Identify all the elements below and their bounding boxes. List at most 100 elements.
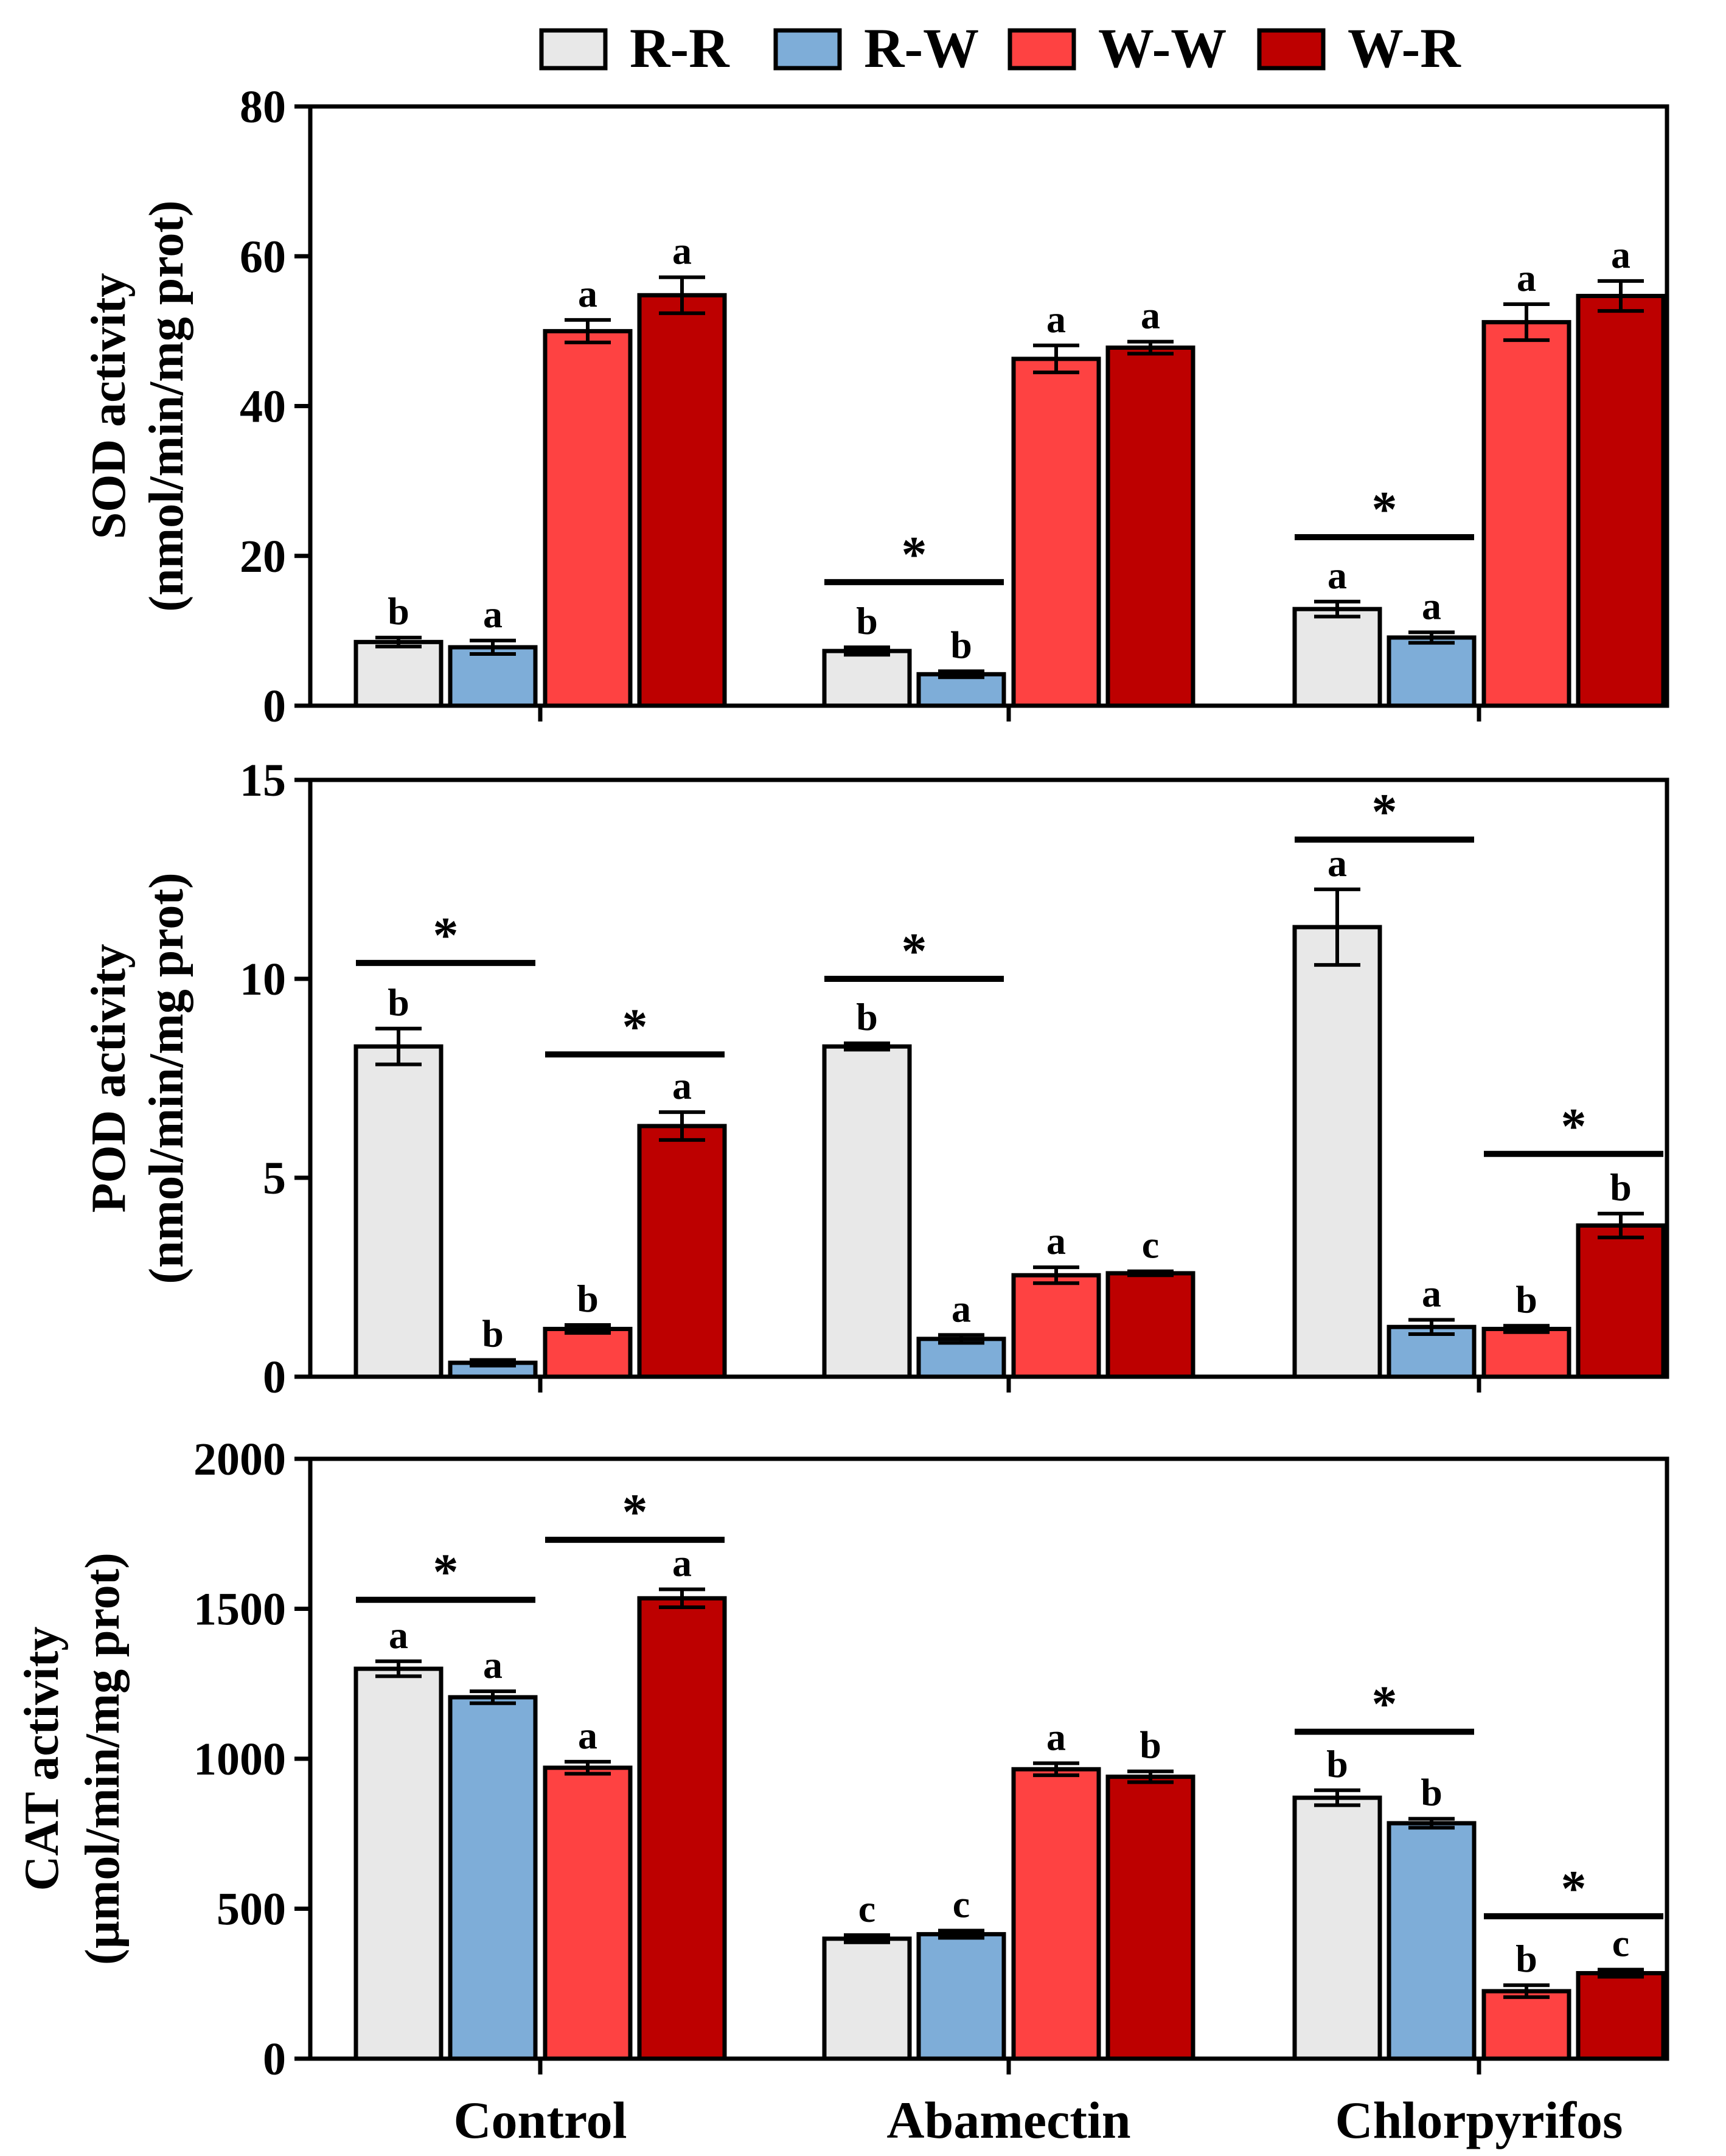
- bar-w-w-abamectin: [1011, 1767, 1101, 2061]
- significance-letter: b: [482, 1312, 504, 1355]
- bar-w-r-chlorpyrifos: [1576, 1223, 1666, 1379]
- significance-letter: a: [483, 593, 503, 636]
- bar-r-w-chlorpyrifos: [1387, 1821, 1477, 2061]
- significance-letter: a: [1046, 297, 1066, 341]
- significance-letter: c: [1142, 1223, 1159, 1267]
- bar-w-r-control: [637, 293, 727, 708]
- significance-letter: b: [388, 981, 409, 1024]
- significance-letter: a: [578, 1714, 597, 1757]
- bar-w-w-control: [543, 329, 633, 708]
- x-category-label: Control: [453, 2091, 627, 2149]
- significance-letter: b: [1515, 1937, 1537, 1980]
- bar-w-w-abamectin: [1011, 1273, 1101, 1379]
- significance-letter: a: [1611, 233, 1630, 276]
- y-tick-label: 15: [240, 755, 286, 806]
- bar-w-r-abamectin: [1105, 1775, 1195, 2061]
- significance-letter: a: [1517, 256, 1536, 299]
- y-axis-title: SOD activity: [82, 273, 136, 540]
- significance-letter: a: [1422, 1271, 1441, 1315]
- y-tick-label: 1000: [193, 1734, 286, 1785]
- bar-r-r-chlorpyrifos: [1292, 1795, 1382, 2061]
- bar-w-w-control: [543, 1765, 633, 2061]
- significance-letter: a: [1328, 841, 1347, 885]
- legend-label-r-r: R-R: [630, 17, 730, 79]
- significance-letter: b: [856, 995, 878, 1038]
- legend-swatch-w-r: [1257, 28, 1326, 71]
- bar-w-r-abamectin: [1105, 345, 1195, 708]
- y-axis-title: POD activity: [82, 944, 136, 1212]
- significance-star: *: [902, 526, 927, 583]
- significance-star: *: [1372, 784, 1397, 840]
- significance-letter: b: [1421, 1771, 1442, 1814]
- bar-r-r-control: [353, 1666, 444, 2061]
- bar-r-r-chlorpyrifos: [1292, 925, 1382, 1379]
- y-tick-label: 80: [240, 82, 286, 133]
- y-tick-label: 1500: [193, 1584, 286, 1635]
- significance-letter: b: [1515, 1278, 1537, 1321]
- significance-letter: a: [1046, 1715, 1066, 1758]
- significance-letter: a: [672, 1541, 692, 1584]
- legend-swatch-r-w: [773, 28, 842, 71]
- bar-r-r-control: [353, 1044, 444, 1379]
- bar-w-r-chlorpyrifos: [1576, 1970, 1666, 2061]
- significance-letter: a: [952, 1287, 971, 1330]
- y-tick-label: 0: [263, 2034, 286, 2085]
- significance-letter: b: [1610, 1166, 1632, 1209]
- legend-label-w-r: W-R: [1348, 17, 1461, 79]
- significance-star: *: [1561, 1098, 1587, 1155]
- significance-letter: c: [858, 1887, 875, 1930]
- bar-r-r-chlorpyrifos: [1292, 607, 1382, 708]
- significance-letter: a: [483, 1643, 503, 1686]
- x-category-label: Chlorpyrifos: [1335, 2091, 1623, 2149]
- significance-letter: a: [672, 1064, 692, 1107]
- significance-star: *: [622, 1484, 648, 1540]
- significance-letter: c: [1612, 1922, 1629, 1965]
- y-axis-title: CAT activity: [15, 1627, 69, 1891]
- bar-w-w-control: [543, 1327, 633, 1379]
- y-tick-label: 40: [240, 381, 286, 433]
- bar-w-r-control: [637, 1124, 727, 1379]
- y-tick-label: 10: [240, 954, 286, 1005]
- legend-swatch-r-r: [539, 28, 608, 71]
- significance-letter: a: [389, 1613, 408, 1657]
- significance-letter: a: [1422, 584, 1441, 627]
- bar-r-w-abamectin: [916, 1932, 1006, 2061]
- x-category-label: Abamectin: [886, 2091, 1130, 2149]
- legend: R-R R-W W-W W-R: [539, 17, 1461, 79]
- significance-letter: a: [1141, 294, 1160, 337]
- significance-star: *: [433, 907, 459, 964]
- significance-letter: b: [1326, 1742, 1348, 1786]
- bar-r-r-abamectin: [822, 649, 912, 708]
- bar-r-r-abamectin: [822, 1044, 912, 1379]
- significance-star: *: [1372, 481, 1397, 538]
- significance-star: *: [622, 998, 648, 1055]
- y-axis-unit: (nmol/min/mg prot): [140, 200, 193, 611]
- significance-letter: c: [953, 1882, 970, 1925]
- significance-letter: a: [578, 272, 597, 315]
- significance-star: *: [433, 1544, 459, 1601]
- bar-w-w-chlorpyrifos: [1481, 1327, 1571, 1379]
- bar-r-w-control: [448, 645, 538, 708]
- bar-r-r-abamectin: [822, 1936, 912, 2061]
- legend-label-r-w: R-W: [864, 17, 979, 79]
- significance-star: *: [1561, 1860, 1587, 1917]
- plot-frame: [308, 104, 1669, 708]
- bar-r-w-chlorpyrifos: [1387, 635, 1477, 708]
- significance-letter: b: [950, 623, 972, 666]
- y-tick-label: 0: [263, 681, 286, 732]
- sod-panel: b b a a b a a a a a a a * * 0 20 40 60 80 SOD activity (nmol…: [82, 82, 1669, 732]
- y-axis-unit: (µmol/min/mg prot): [76, 1553, 130, 1965]
- significance-letter: a: [672, 229, 692, 273]
- bar-r-w-control: [448, 1695, 538, 2061]
- y-axis-unit: (nmol/min/mg prot): [140, 872, 193, 1284]
- significance-star: *: [1372, 1676, 1397, 1733]
- significance-letter: b: [388, 589, 409, 633]
- y-tick-label: 500: [217, 1884, 286, 1935]
- significance-letter: a: [1328, 554, 1347, 597]
- legend-swatch-w-w: [1007, 28, 1076, 71]
- significance-star: *: [902, 923, 927, 979]
- bar-w-w-chlorpyrifos: [1481, 1989, 1571, 2061]
- significance-letter: b: [1140, 1723, 1161, 1767]
- pod-panel: b b a b a a b a b a c b * * * * * 0 5 10 15 POD activity (nmol…: [82, 755, 1669, 1403]
